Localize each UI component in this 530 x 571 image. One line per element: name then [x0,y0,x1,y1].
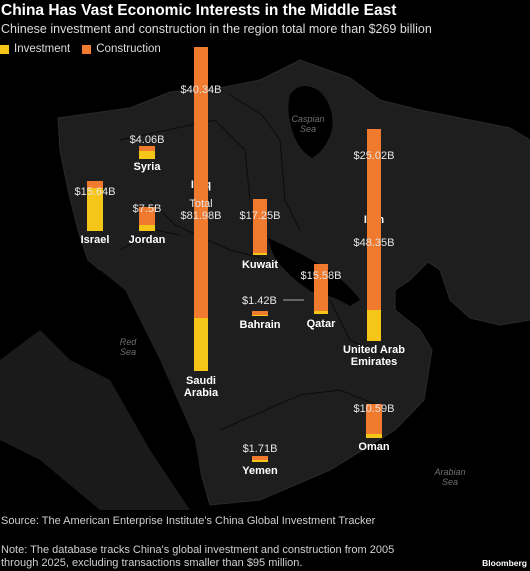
value-label-qatar: $15.58B [300,270,342,282]
value-label-jordan: $7.5B [132,203,162,215]
country-label-bahrain: Bahrain [239,319,281,331]
bar-bahrain [252,311,268,316]
bloomberg-logo: Bloomberg [482,558,527,568]
country-label-israel: Israel [80,234,110,246]
value-label-kuwait: $17.25B [239,210,281,222]
bar-segment-investment-saudi-arabia [194,317,208,371]
red-sea-label: Red Sea [119,337,137,357]
bar-segment-construction-bahrain [252,311,268,315]
africa-fragment [0,330,190,510]
value-label-iraq: $40.34B [180,84,222,96]
red-sea [96,270,205,505]
bar-segment-construction-syria [139,145,155,151]
country-label-united-arab-emirates: United Arab Emirates [343,344,405,369]
chart-subtitle: Chinese investment and construction in t… [1,22,432,36]
country-label-syria: Syria [133,161,161,173]
country-label-qatar: Qatar [306,318,336,330]
country-label-jordan: Jordan [128,234,166,246]
legend-item-investment: Investment [0,43,70,55]
country-label-oman: Oman [358,441,390,453]
bar-segment-construction-qatar [314,263,328,311]
value-label-iran: $25.02B [353,150,395,162]
bar-segment-investment-syria [139,150,155,159]
bar-segment-construction-kuwait [253,199,267,254]
bar-segment-construction-oman [366,403,382,434]
bar-segment-construction-yemen [252,456,268,461]
bar-oman [366,403,382,438]
bar-segment-construction-israel [87,180,103,188]
legend-swatch-investment [0,44,9,54]
country-label-kuwait: Kuwait [241,259,279,271]
value-label-united-arab-emirates: $48.35B [353,237,395,249]
caspian-sea-label: Caspian Sea [291,114,325,134]
total-prefix-saudi-arabia: Total [189,198,213,210]
bar-segment-investment-israel [87,187,103,231]
arabian-sea-label: Arabian Sea [434,467,466,487]
bar-united-arab-emirates [367,185,381,341]
bar-yemen [252,456,268,462]
bar-syria [139,145,155,159]
country-label-saudi-arabia: Saudi Arabia [183,375,219,400]
legend-label-investment: Investment [14,43,71,55]
chart-title: China Has Vast Economic Interests in the… [1,2,397,19]
bar-qatar [314,263,328,314]
bar-saudi-arabia [194,107,208,371]
value-label-bahrain: $1.42B [242,295,277,307]
caspian-sea [288,86,333,158]
bar-israel [87,180,103,231]
legend-item-construction: Construction [82,43,161,55]
bar-segment-investment-united-arab-emirates [367,310,381,341]
bar-segment-construction-jordan [139,206,155,225]
value-label-yemen: $1.71B [242,443,278,455]
bar-kuwait [253,199,267,255]
bar-segment-investment-yemen [252,460,268,462]
bar-segment-construction-united-arab-emirates [367,185,381,311]
value-label-oman: $10.59B [353,403,395,415]
source-note: Source: The American Enterprise Institut… [1,515,376,527]
bar-segment-investment-jordan [139,224,155,231]
value-label-syria: $4.06B [129,134,165,146]
bar-segment-investment-qatar [314,310,328,314]
bar-segment-construction-iran [367,129,381,193]
legend-swatch-construction [82,44,92,54]
bar-segment-investment-oman [366,433,382,438]
country-label-yemen: Yemen [242,465,278,477]
bar-jordan [139,206,155,231]
value-label-saudi-arabia: $81.98B [180,210,222,222]
bar-segment-investment-kuwait [253,253,267,255]
legend-label-construction: Construction [96,43,161,55]
footnote: Note: The database tracks China's global… [1,544,395,570]
value-label-israel: $15.64B [74,186,116,198]
legend: Investment Construction [0,43,173,55]
bar-segment-construction-saudi-arabia [194,107,208,318]
bar-segment-investment-bahrain [252,314,268,316]
